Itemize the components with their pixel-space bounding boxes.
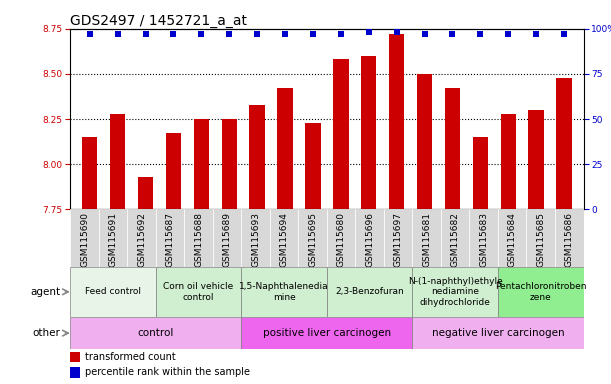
Text: GSM115687: GSM115687 bbox=[166, 212, 175, 267]
Bar bbox=[194, 119, 209, 209]
Bar bbox=[445, 88, 460, 209]
Point bbox=[447, 31, 457, 37]
Text: GSM115688: GSM115688 bbox=[194, 212, 203, 267]
Bar bbox=[82, 137, 98, 209]
Text: GSM115696: GSM115696 bbox=[365, 212, 374, 267]
Bar bbox=[222, 119, 237, 209]
Point bbox=[308, 31, 318, 37]
Bar bbox=[156, 267, 241, 317]
Point bbox=[420, 31, 430, 37]
Text: positive liver carcinogen: positive liver carcinogen bbox=[263, 328, 391, 338]
Text: other: other bbox=[32, 328, 60, 338]
Bar bbox=[327, 209, 356, 267]
Text: GSM115684: GSM115684 bbox=[508, 212, 517, 267]
Text: negative liver carcinogen: negative liver carcinogen bbox=[431, 328, 565, 338]
Bar bbox=[306, 122, 321, 209]
Text: agent: agent bbox=[30, 287, 60, 297]
Bar bbox=[166, 134, 181, 209]
Text: GSM115697: GSM115697 bbox=[393, 212, 403, 267]
Text: GSM115695: GSM115695 bbox=[308, 212, 317, 267]
Bar bbox=[469, 209, 498, 267]
Bar bbox=[473, 137, 488, 209]
Point bbox=[392, 29, 401, 35]
Bar bbox=[333, 60, 348, 209]
Text: GSM115682: GSM115682 bbox=[451, 212, 459, 267]
Bar bbox=[270, 209, 298, 267]
Bar bbox=[241, 209, 270, 267]
Text: GSM115686: GSM115686 bbox=[565, 212, 574, 267]
Text: GSM115692: GSM115692 bbox=[137, 212, 146, 267]
Point bbox=[113, 31, 123, 37]
Bar bbox=[99, 209, 127, 267]
Bar bbox=[556, 78, 572, 209]
Point bbox=[85, 31, 95, 37]
Bar bbox=[555, 209, 584, 267]
Bar bbox=[185, 209, 213, 267]
Bar bbox=[249, 104, 265, 209]
Bar bbox=[70, 209, 99, 267]
Bar bbox=[412, 317, 584, 349]
Bar bbox=[70, 367, 79, 378]
Point bbox=[475, 31, 485, 37]
Text: transformed count: transformed count bbox=[85, 352, 175, 362]
Bar bbox=[527, 209, 555, 267]
Bar bbox=[127, 209, 156, 267]
Text: GSM115683: GSM115683 bbox=[479, 212, 488, 267]
Text: GSM115680: GSM115680 bbox=[337, 212, 346, 267]
Text: GSM115691: GSM115691 bbox=[109, 212, 117, 267]
Bar bbox=[498, 267, 584, 317]
Bar bbox=[529, 110, 544, 209]
Bar bbox=[241, 317, 412, 349]
Bar bbox=[384, 209, 412, 267]
Bar bbox=[156, 209, 185, 267]
Bar bbox=[213, 209, 241, 267]
Bar bbox=[327, 267, 412, 317]
Bar bbox=[417, 74, 432, 209]
Text: GSM115693: GSM115693 bbox=[251, 212, 260, 267]
Text: Corn oil vehicle
control: Corn oil vehicle control bbox=[164, 282, 233, 301]
Bar bbox=[412, 267, 498, 317]
Bar bbox=[412, 209, 441, 267]
Text: 1,5-Naphthalenedia
mine: 1,5-Naphthalenedia mine bbox=[240, 282, 329, 301]
Text: Pentachloronitroben
zene: Pentachloronitroben zene bbox=[495, 282, 587, 301]
Point bbox=[531, 31, 541, 37]
Bar bbox=[138, 177, 153, 209]
Point bbox=[364, 29, 373, 35]
Point bbox=[141, 31, 150, 37]
Bar bbox=[70, 352, 79, 362]
Bar bbox=[356, 209, 384, 267]
Text: 2,3-Benzofuran: 2,3-Benzofuran bbox=[335, 287, 404, 296]
Bar bbox=[70, 267, 156, 317]
Text: GSM115681: GSM115681 bbox=[422, 212, 431, 267]
Point bbox=[559, 31, 569, 37]
Point bbox=[280, 31, 290, 37]
Text: percentile rank within the sample: percentile rank within the sample bbox=[85, 367, 250, 377]
Text: GSM115689: GSM115689 bbox=[222, 212, 232, 267]
Text: GSM115694: GSM115694 bbox=[280, 212, 288, 267]
Bar bbox=[498, 209, 527, 267]
Bar bbox=[298, 209, 327, 267]
Bar bbox=[241, 267, 327, 317]
Text: control: control bbox=[137, 328, 174, 338]
Bar bbox=[277, 88, 293, 209]
Point bbox=[252, 31, 262, 37]
Point bbox=[169, 31, 178, 37]
Bar bbox=[361, 56, 376, 209]
Text: GDS2497 / 1452721_a_at: GDS2497 / 1452721_a_at bbox=[70, 14, 247, 28]
Text: GSM115690: GSM115690 bbox=[80, 212, 89, 267]
Bar bbox=[441, 209, 469, 267]
Bar bbox=[110, 114, 125, 209]
Bar bbox=[389, 34, 404, 209]
Point bbox=[197, 31, 207, 37]
Point bbox=[336, 31, 346, 37]
Text: GSM115685: GSM115685 bbox=[536, 212, 545, 267]
Text: Feed control: Feed control bbox=[85, 287, 141, 296]
Text: N-(1-naphthyl)ethyle
nediamine
dihydrochloride: N-(1-naphthyl)ethyle nediamine dihydroch… bbox=[408, 277, 503, 307]
Bar bbox=[70, 317, 241, 349]
Point bbox=[503, 31, 513, 37]
Bar bbox=[500, 114, 516, 209]
Point bbox=[224, 31, 234, 37]
